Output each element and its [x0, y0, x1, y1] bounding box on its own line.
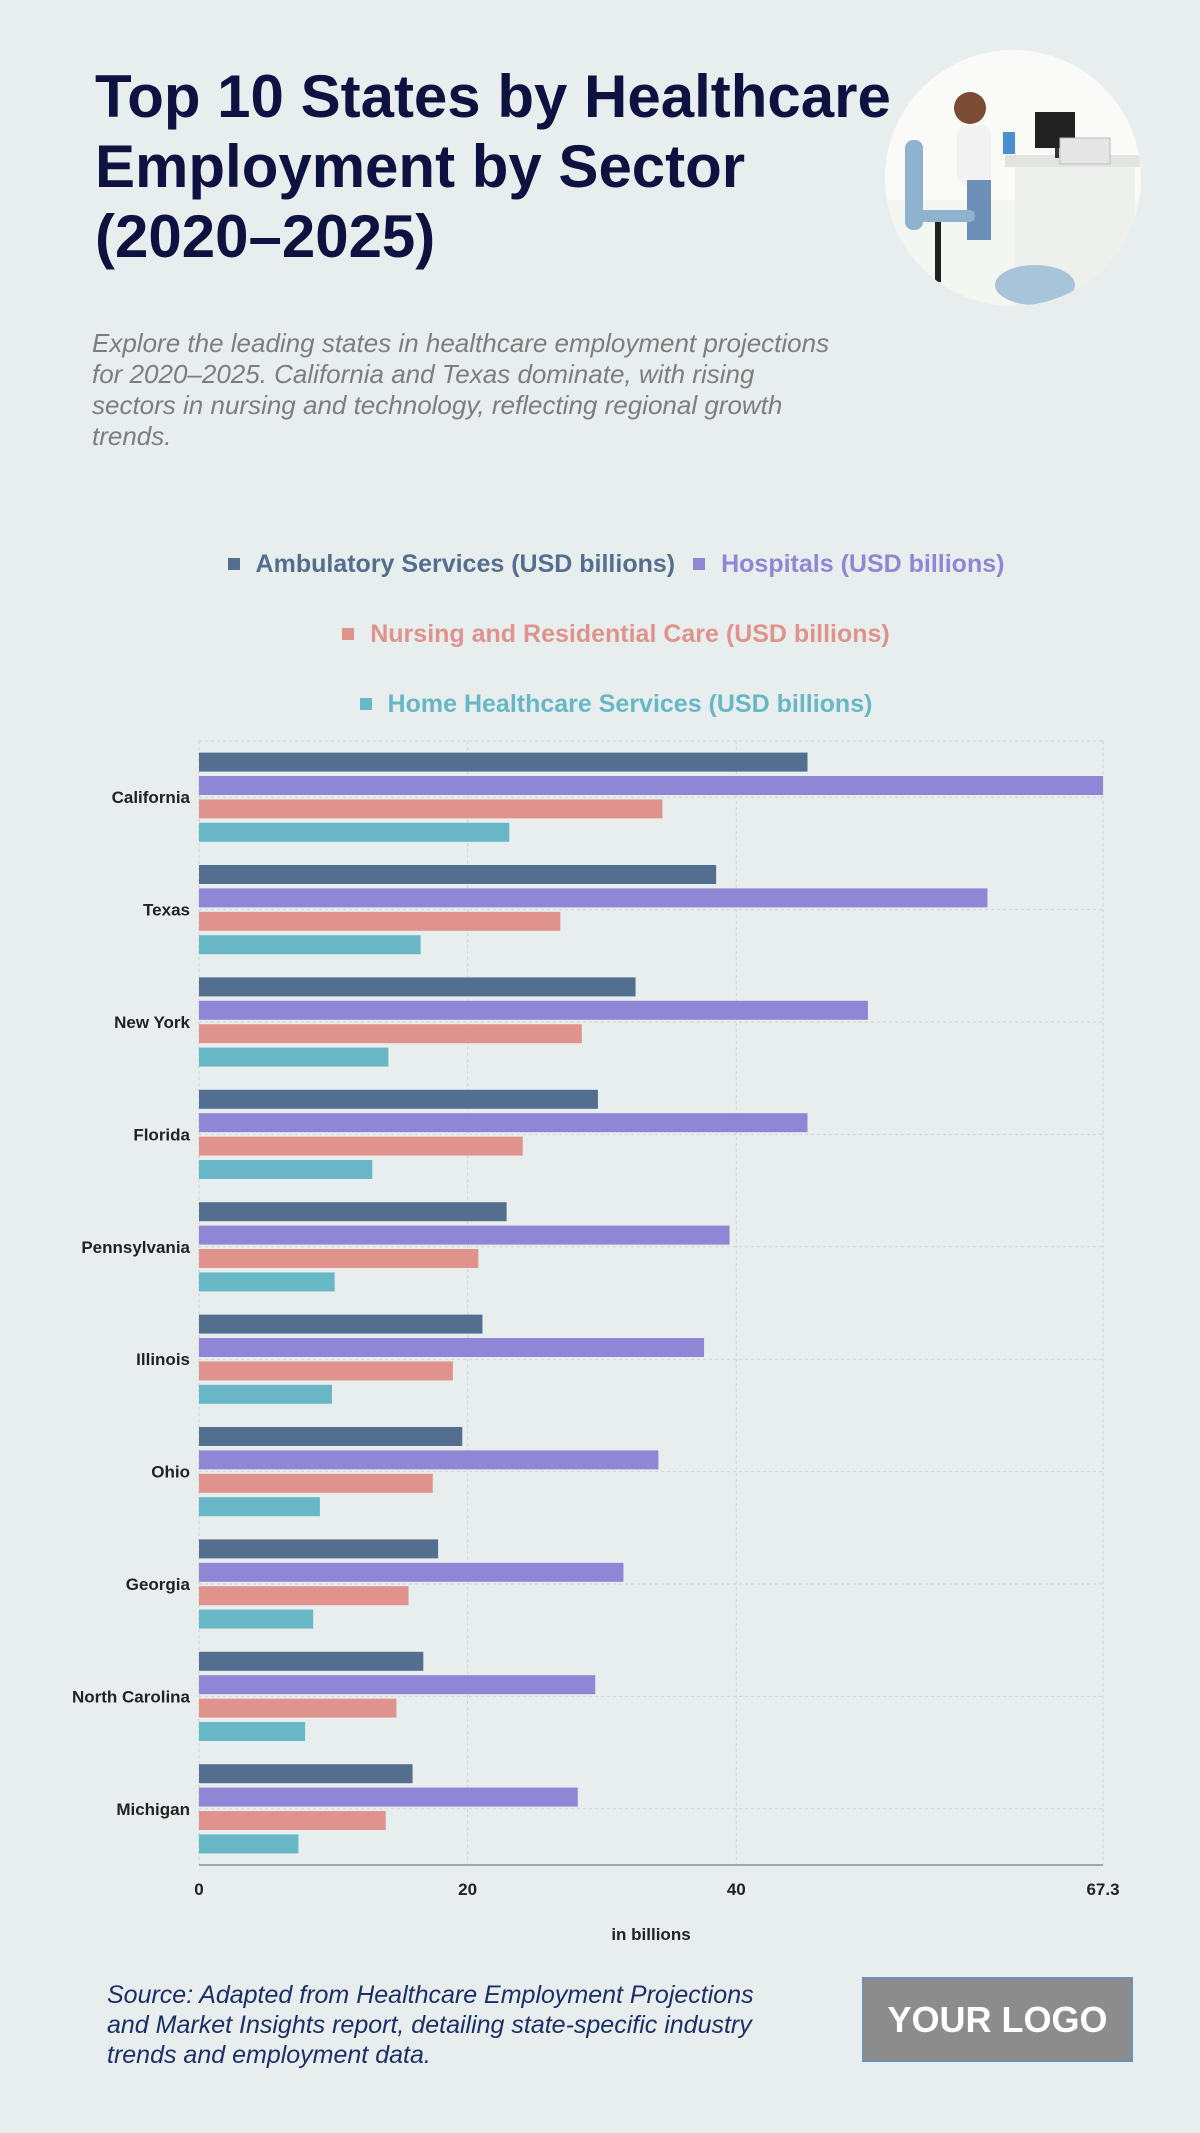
- legend-item: Ambulatory Services (USD billions): [227, 548, 676, 580]
- source-note: Source: Adapted from Healthcare Employme…: [107, 1981, 754, 2069]
- legend-label: Nursing and Residential Care (USD billio…: [370, 619, 890, 648]
- bar: [199, 1024, 582, 1044]
- bar: [199, 1497, 320, 1517]
- y-tick-label: New York: [114, 1013, 190, 1032]
- bar: [199, 1000, 868, 1020]
- bar: [199, 822, 510, 842]
- y-tick-label: Florida: [133, 1125, 190, 1144]
- bar: [199, 977, 636, 997]
- bar: [199, 1539, 439, 1559]
- y-tick-label: Michigan: [116, 1800, 190, 1819]
- chart-title: Top 10 States by Healthcare Employment b…: [95, 63, 891, 270]
- legend-swatch: [693, 558, 706, 570]
- bar: [199, 1764, 413, 1784]
- x-tick-label: 0: [194, 1880, 203, 1899]
- bar: [199, 1450, 659, 1470]
- bar: [199, 1249, 479, 1268]
- legend-label: Hospitals (USD billions): [721, 549, 1005, 578]
- bar: [199, 1562, 624, 1582]
- bar: [199, 1384, 332, 1404]
- legend-swatch: [342, 628, 355, 640]
- legend: Ambulatory Services (USD billions) Hospit…: [166, 548, 1066, 720]
- y-tick-label: Pennsylvania: [81, 1238, 190, 1257]
- legend-swatch: [359, 698, 372, 710]
- bar: [199, 1136, 523, 1156]
- bar: [199, 1113, 808, 1133]
- y-tick-label: California: [112, 788, 191, 807]
- legend-label: Home Healthcare Services (USD billions): [387, 689, 873, 718]
- y-tick-label: Texas: [143, 901, 190, 920]
- x-axis-title: in billions: [611, 1925, 690, 1944]
- legend-item: Hospitals (USD billions): [693, 548, 1004, 580]
- bar: [199, 799, 663, 819]
- photo: [885, 50, 1141, 306]
- legend-item: Nursing and Residential Care (USD billio…: [342, 618, 890, 650]
- bar: [199, 1586, 409, 1606]
- bar: [199, 1698, 397, 1718]
- bar: [199, 1202, 507, 1222]
- chart: 0 20 40 67.3 California Texas New York Florida P…: [72, 740, 1120, 1944]
- bar: [199, 1338, 705, 1357]
- bar: [199, 752, 808, 772]
- y-tick-label: Illinois: [136, 1350, 190, 1369]
- bar: [199, 935, 421, 955]
- bar: [199, 1427, 463, 1446]
- bar: [199, 1225, 730, 1245]
- bar: [199, 1314, 483, 1334]
- bar: [199, 1089, 598, 1109]
- bar: [199, 1811, 386, 1830]
- bar: [199, 888, 988, 908]
- logo: YOUR LOGO: [862, 1977, 1133, 2062]
- bar: [199, 1651, 424, 1671]
- bar: [199, 1834, 299, 1854]
- y-tick-label: Ohio: [151, 1463, 190, 1482]
- y-tick-label: North Carolina: [72, 1687, 191, 1706]
- bar: [199, 1361, 453, 1381]
- legend-item: Home Healthcare Services (USD billions): [359, 688, 873, 720]
- bar: [199, 1722, 306, 1741]
- bar: [199, 776, 1103, 795]
- bar: [199, 865, 717, 884]
- chart-subtitle: Explore the leading states in healthcare…: [92, 328, 830, 451]
- bar: [199, 1160, 373, 1179]
- bar: [199, 1609, 314, 1629]
- x-tick-label: 20: [458, 1880, 477, 1899]
- y-tick-label: Georgia: [126, 1575, 191, 1594]
- legend-swatch: [227, 558, 240, 570]
- bar: [199, 911, 561, 931]
- legend-label: Ambulatory Services (USD billions): [255, 549, 676, 578]
- x-tick-label: 67.3: [1086, 1880, 1119, 1899]
- bar: [199, 1047, 389, 1067]
- bar: [199, 1473, 433, 1493]
- bar: [199, 1675, 596, 1695]
- x-tick-label: 40: [727, 1880, 746, 1899]
- bar: [199, 1787, 578, 1807]
- bar: [199, 1272, 335, 1292]
